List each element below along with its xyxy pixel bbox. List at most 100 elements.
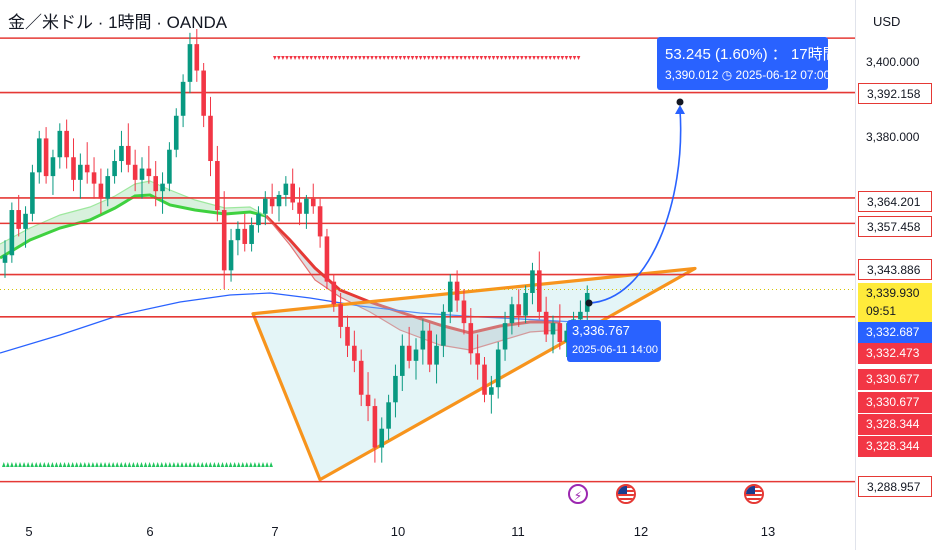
buy-signal-marker: [123, 462, 128, 467]
buy-signal-marker: [91, 462, 95, 467]
buy-signal-marker: [83, 462, 87, 467]
candle-body: [119, 145, 124, 162]
date-tick: 12: [633, 524, 649, 539]
candle-body: [516, 304, 522, 316]
sell-signal-marker: [370, 56, 374, 60]
buy-signal-marker: [212, 462, 217, 467]
ma-band-red: [266, 216, 560, 350]
candle-body: [537, 270, 542, 312]
candle-body: [126, 145, 131, 165]
projection-start-point: [585, 299, 593, 307]
candle-body: [2, 255, 8, 263]
candle-body: [317, 206, 323, 237]
buy-signal-marker: [240, 462, 245, 467]
buy-signal-marker: [261, 462, 265, 467]
currency-label[interactable]: USD: [873, 14, 901, 29]
buy-signal-marker: [265, 462, 269, 467]
sell-signal-marker: [443, 56, 447, 60]
candle-body: [228, 240, 234, 271]
buy-signal-marker: [216, 462, 221, 467]
candle-body: [221, 210, 227, 271]
us-flag-icon[interactable]: [744, 484, 764, 504]
candle-body: [502, 323, 508, 350]
buy-signal-marker: [34, 462, 38, 467]
triangle-pattern: [251, 266, 697, 482]
buy-signal-marker: [111, 462, 115, 467]
start-price: 3,336.767: [572, 323, 630, 338]
candle-body: [468, 323, 474, 354]
us-flag-icon[interactable]: [616, 484, 636, 504]
buy-signal-marker: [95, 462, 99, 467]
sell-signal-marker: [293, 56, 297, 60]
candle-body: [365, 394, 371, 407]
candle-body: [434, 345, 439, 365]
sell-signal-marker: [402, 56, 407, 60]
candle-body: [160, 183, 165, 192]
sell-signal-marker: [499, 56, 504, 60]
date-tick: 13: [760, 524, 776, 539]
ma-line-red-slow: [265, 215, 561, 351]
sell-signal-marker: [552, 56, 557, 60]
candle-body: [543, 311, 549, 335]
date-tick: 5: [25, 524, 33, 539]
buy-signal-marker: [107, 462, 111, 467]
buy-signal-marker: [42, 462, 47, 467]
buy-signal-marker: [14, 462, 18, 467]
candle-body: [23, 213, 28, 229]
lightning-icon[interactable]: ⚡: [568, 484, 588, 504]
price-tick: 3,380.000: [866, 130, 920, 145]
buy-signal-marker: [119, 462, 124, 467]
sell-signal-marker: [325, 56, 330, 60]
buy-signal-marker: [2, 462, 6, 467]
candle-body: [249, 225, 254, 244]
sell-signal-marker: [536, 56, 540, 60]
buy-signal-marker: [74, 462, 79, 467]
candle-body: [352, 345, 357, 361]
buy-signal-marker: [103, 462, 107, 467]
buy-signal-marker: [151, 462, 156, 467]
buy-signal-marker: [22, 462, 26, 467]
buy-signal-marker: [50, 462, 55, 467]
sell-signal-marker: [439, 56, 443, 60]
candle-body: [509, 304, 515, 324]
candle-body: [194, 44, 200, 71]
date-tick: 7: [271, 524, 279, 539]
sell-signal-marker: [471, 56, 476, 60]
buy-signal-marker: [6, 462, 10, 467]
buy-signal-marker: [168, 462, 172, 467]
sell-signal-marker: [540, 56, 544, 60]
sell-signal-marker: [309, 56, 314, 60]
buy-signal-marker: [200, 462, 205, 467]
sell-signal-marker: [285, 56, 289, 60]
candle-body: [153, 176, 158, 192]
sell-signal-marker: [313, 56, 318, 60]
date-tick: 11: [511, 524, 525, 539]
sell-signal-marker: [467, 56, 471, 60]
sell-signal-marker: [358, 56, 362, 60]
sell-signal-marker: [568, 56, 573, 60]
buy-signal-marker: [172, 462, 176, 467]
buy-signal-marker: [224, 462, 229, 467]
candle-body: [495, 349, 501, 388]
date-tick: 6: [146, 524, 154, 539]
price-tag: 3,332.687: [858, 322, 932, 343]
price-tag: 3,330.677: [858, 369, 932, 390]
candle-body: [283, 183, 289, 195]
start-point-callout[interactable]: 3,336.767 2025-06-11 14:00: [567, 320, 661, 362]
candle-body: [180, 81, 186, 116]
sell-signal-marker: [426, 56, 431, 60]
sell-signal-marker: [451, 56, 455, 60]
sell-signal-marker: [289, 56, 293, 60]
sell-signal-marker: [532, 56, 536, 60]
buy-signal-marker: [135, 462, 140, 467]
candle-body: [146, 168, 152, 177]
candle-body: [71, 157, 76, 180]
buy-signal-marker: [155, 462, 160, 467]
candle-body: [64, 130, 69, 158]
candle-body: [489, 387, 494, 395]
buy-signal-marker: [220, 462, 225, 467]
buy-signal-marker: [87, 462, 91, 467]
candle-body: [304, 198, 309, 214]
projection-callout[interactable]: 53.245 (1.60%) ： 17時間 3,390.012 ◷ 2025-0…: [657, 37, 838, 90]
